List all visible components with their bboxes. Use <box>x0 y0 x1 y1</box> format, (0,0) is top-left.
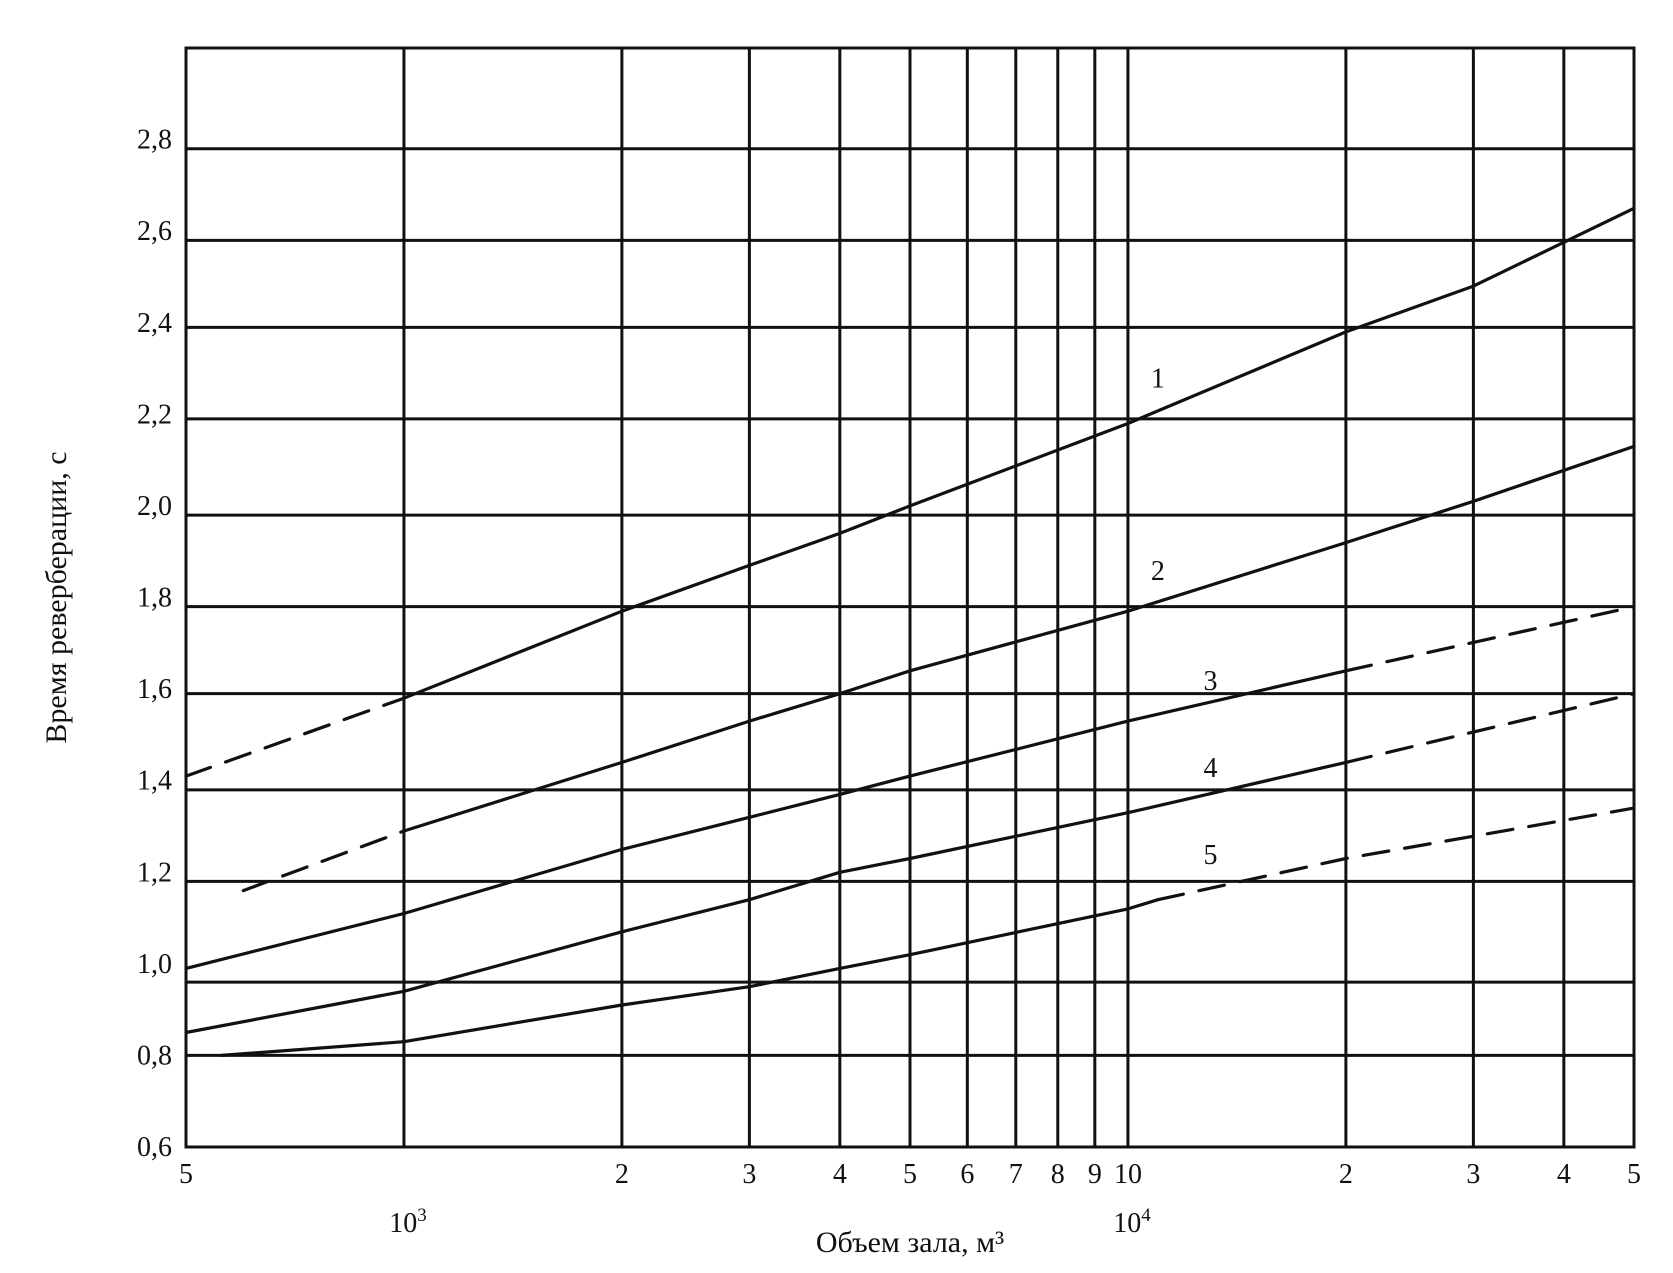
x-tick-label: 4 <box>1557 1159 1571 1190</box>
series-label: 4 <box>1203 753 1217 784</box>
series-2-solid-line <box>402 444 1636 833</box>
x-tick-labels: 5 2 3 4 5 6 7 8 9 10 2 3 4 5 <box>179 1159 1641 1190</box>
y-tick-label: 1,2 <box>137 857 172 888</box>
series-3-dashed-line <box>1344 605 1636 673</box>
plot-frame <box>184 46 1636 1149</box>
decade-exponent: 3 <box>417 1205 427 1226</box>
y-axis-title: Время реверберации, с <box>40 451 73 743</box>
y-tick-labels: 0,6 0,8 1,0 1,2 1,4 1,6 1,8 2,0 2,2 2,4 2,6 2,8 <box>137 125 172 1163</box>
series-layer <box>184 206 1636 1058</box>
decade-label: 103 <box>389 1205 427 1239</box>
series-3 <box>184 605 1636 971</box>
decade-exponent: 4 <box>1141 1205 1151 1226</box>
series-4 <box>184 692 1636 1035</box>
series-label: 5 <box>1203 840 1217 871</box>
series-3-solid-line <box>184 669 1348 971</box>
y-tick-label: 2,2 <box>137 399 172 430</box>
x-tick-label: 8 <box>1051 1159 1065 1190</box>
x-tick-label: 5 <box>179 1159 193 1190</box>
decade-label: 104 <box>1113 1205 1151 1239</box>
series-5 <box>220 806 1636 1058</box>
x-tick-label: 10 <box>1114 1159 1142 1190</box>
x-tick-label: 5 <box>1627 1159 1641 1190</box>
x-tick-label: 2 <box>615 1159 629 1190</box>
x-tick-label: 2 <box>1339 1159 1353 1190</box>
y-tick-label: 2,8 <box>137 125 172 156</box>
x-tick-label: 7 <box>1009 1159 1023 1190</box>
series-5-dashed-line <box>1156 806 1636 902</box>
series-annotations: 1 2 3 4 5 <box>1151 364 1218 871</box>
series-4-solid-line <box>184 760 1348 1035</box>
x-tick-label: 9 <box>1088 1159 1102 1190</box>
y-tick-label: 0,6 <box>137 1132 172 1163</box>
y-tick-label: 0,8 <box>137 1040 172 1071</box>
x-tick-label: 3 <box>742 1159 756 1190</box>
y-tick-label: 2,0 <box>137 491 172 522</box>
y-tick-label: 1,8 <box>137 583 172 614</box>
y-tick-label: 2,6 <box>137 216 172 247</box>
series-4-dashed-line <box>1344 692 1636 765</box>
series-1-solid-line <box>402 206 1636 700</box>
series-5-solid-line <box>220 898 1160 1058</box>
series-label: 2 <box>1151 556 1165 587</box>
y-tick-label: 1,0 <box>137 949 172 980</box>
y-tick-label: 1,6 <box>137 674 172 705</box>
x-tick-label: 5 <box>903 1159 917 1190</box>
series-1 <box>184 206 1636 778</box>
series-2 <box>241 444 1636 893</box>
series-2-dashed-line <box>241 829 406 893</box>
series-label: 3 <box>1203 666 1217 697</box>
series-1-dashed-line <box>184 696 406 778</box>
y-tick-label: 2,4 <box>137 308 172 339</box>
x-tick-label: 3 <box>1466 1159 1480 1190</box>
decade-labels: 103 104 <box>389 1205 1151 1239</box>
grid <box>184 48 1636 1147</box>
x-axis-title: Объем зала, м³ <box>816 1226 1004 1259</box>
x-tick-label: 6 <box>960 1159 974 1190</box>
series-label: 1 <box>1151 364 1165 395</box>
x-tick-label: 4 <box>833 1159 847 1190</box>
y-tick-label: 1,4 <box>137 766 172 797</box>
